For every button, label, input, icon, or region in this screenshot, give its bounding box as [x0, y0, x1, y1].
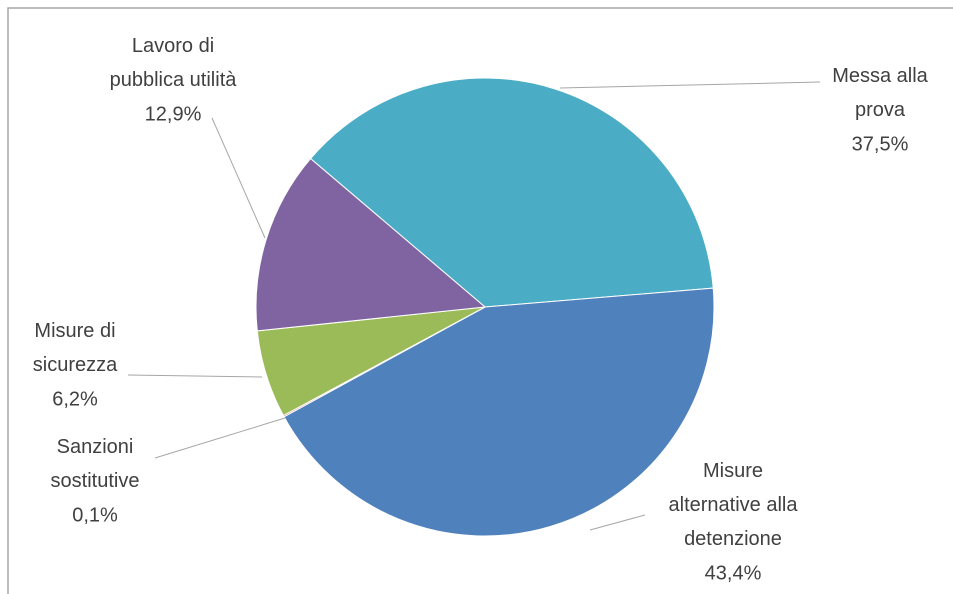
- value-label: 0,1%: [72, 504, 118, 526]
- value-label: 43,4%: [705, 562, 762, 584]
- leader-line: [589, 514, 646, 531]
- slice-label: Lavoro di pubblica utilità: [110, 35, 238, 91]
- value-label: 6,2%: [52, 388, 98, 410]
- slice-label: Messa alla prova: [832, 65, 928, 121]
- pie-slice: [309, 77, 714, 308]
- frame: [7, 7, 953, 594]
- value-label: 37,5%: [852, 133, 909, 155]
- pie-slice: [283, 287, 715, 537]
- slice-label: Misure di sicurezza: [33, 320, 118, 376]
- leader-line: [154, 417, 286, 459]
- leader-line: [211, 117, 266, 239]
- leader-line: [559, 81, 821, 89]
- slice-label: Misure alternative alla detenzione: [669, 460, 799, 550]
- pie-slice: [255, 157, 487, 332]
- slice-label: Sanzioni sostitutive: [51, 436, 140, 492]
- value-label: 12,9%: [145, 103, 202, 125]
- leader-line: [127, 374, 263, 378]
